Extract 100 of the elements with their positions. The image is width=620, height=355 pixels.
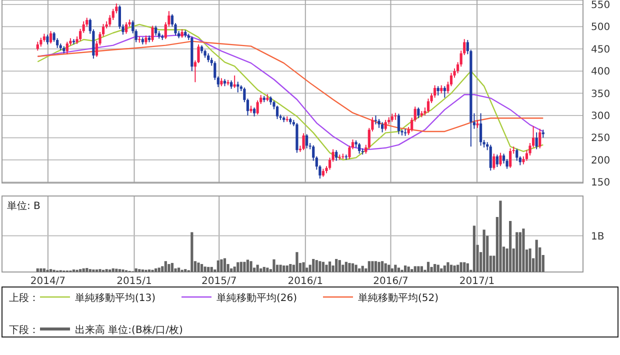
bar [108, 269, 112, 272]
bar [335, 258, 338, 272]
bar [358, 268, 361, 272]
x-tick-label: 2015/1 [116, 276, 152, 287]
bar [434, 264, 436, 272]
bar [378, 262, 380, 272]
bar [266, 268, 269, 272]
bar [184, 269, 187, 272]
bar [420, 266, 423, 272]
bar [535, 240, 538, 272]
legend-title: 下段： [9, 324, 39, 336]
bar [426, 262, 430, 272]
bar [390, 268, 394, 272]
bar [105, 269, 108, 272]
bar [42, 268, 46, 272]
bar [36, 268, 39, 272]
bar [246, 260, 250, 272]
bar [220, 259, 223, 272]
bar [122, 269, 124, 272]
bar [168, 264, 170, 272]
y-tick-label: 400 [591, 66, 610, 78]
bar [509, 220, 512, 272]
bar [394, 264, 397, 272]
bar [88, 269, 92, 272]
bar [79, 269, 82, 272]
legend-label: 単純移動平均(26) [216, 292, 298, 304]
y-tick-label: 550 [591, 0, 610, 11]
bar [210, 266, 213, 272]
bar [204, 266, 206, 272]
y-tick-label: 200 [591, 155, 610, 166]
bar [296, 252, 298, 272]
bar [282, 265, 286, 272]
bar [351, 263, 354, 272]
bar [197, 262, 200, 272]
bar [148, 269, 151, 272]
bar [207, 266, 210, 272]
bar [40, 268, 42, 272]
bar [472, 226, 476, 272]
bar [384, 263, 387, 272]
legend-label: 単純移動平均(13) [75, 292, 156, 304]
bar [223, 258, 226, 272]
bar [118, 269, 121, 272]
bar [262, 266, 266, 272]
legend-label: 出来高 単位:(B株/口/枚) [75, 324, 184, 336]
bar [236, 262, 240, 272]
y-tick-label: 500 [591, 22, 610, 34]
bar [95, 269, 98, 272]
bar [522, 228, 525, 272]
bar [115, 268, 118, 272]
bar [397, 268, 400, 272]
bar [404, 265, 407, 272]
legend-label: 単純移動平均(52) [358, 292, 439, 304]
y-tick-label: 250 [591, 133, 610, 144]
bar [463, 262, 466, 272]
bar [466, 263, 469, 272]
bar [344, 262, 348, 272]
bar [528, 248, 532, 272]
bar [272, 259, 276, 272]
bar [312, 258, 315, 272]
bar [417, 266, 420, 272]
y-tick-label: 300 [591, 110, 610, 122]
bar [368, 261, 370, 272]
bar [374, 261, 378, 272]
bar [190, 232, 194, 272]
bar [322, 262, 325, 272]
x-tick-label: 2016/7 [373, 276, 408, 287]
bar [86, 268, 88, 272]
bar [456, 264, 460, 272]
bar [440, 268, 443, 272]
bar [279, 264, 282, 272]
bar [354, 264, 358, 272]
y-tick-label: 1B [591, 231, 604, 242]
bar [516, 232, 518, 272]
bar [407, 266, 410, 272]
bar [154, 268, 158, 272]
y-tick-label: 150 [591, 178, 610, 189]
bar [315, 260, 318, 272]
bar [453, 265, 456, 272]
x-tick-label: 2015/7 [202, 276, 237, 287]
bar [200, 264, 204, 272]
bar [318, 261, 322, 272]
bar [112, 268, 114, 272]
bar [388, 264, 390, 272]
bar [72, 269, 76, 272]
bar [230, 268, 233, 272]
bar [49, 269, 52, 272]
bar [240, 262, 242, 272]
bar [164, 261, 167, 272]
bar [286, 265, 288, 272]
x-tick-label: 2016/1 [288, 276, 323, 287]
line-series [37, 40, 544, 132]
bar [460, 262, 462, 272]
bar [446, 262, 450, 272]
y-axis-title: 単位: B [7, 200, 41, 212]
x-tick-label: 2014/7 [30, 276, 66, 287]
y-tick-label: 350 [591, 88, 610, 100]
bar [289, 264, 292, 272]
bar [243, 262, 246, 272]
legend-title: 上段： [9, 292, 39, 304]
bar [141, 269, 144, 272]
